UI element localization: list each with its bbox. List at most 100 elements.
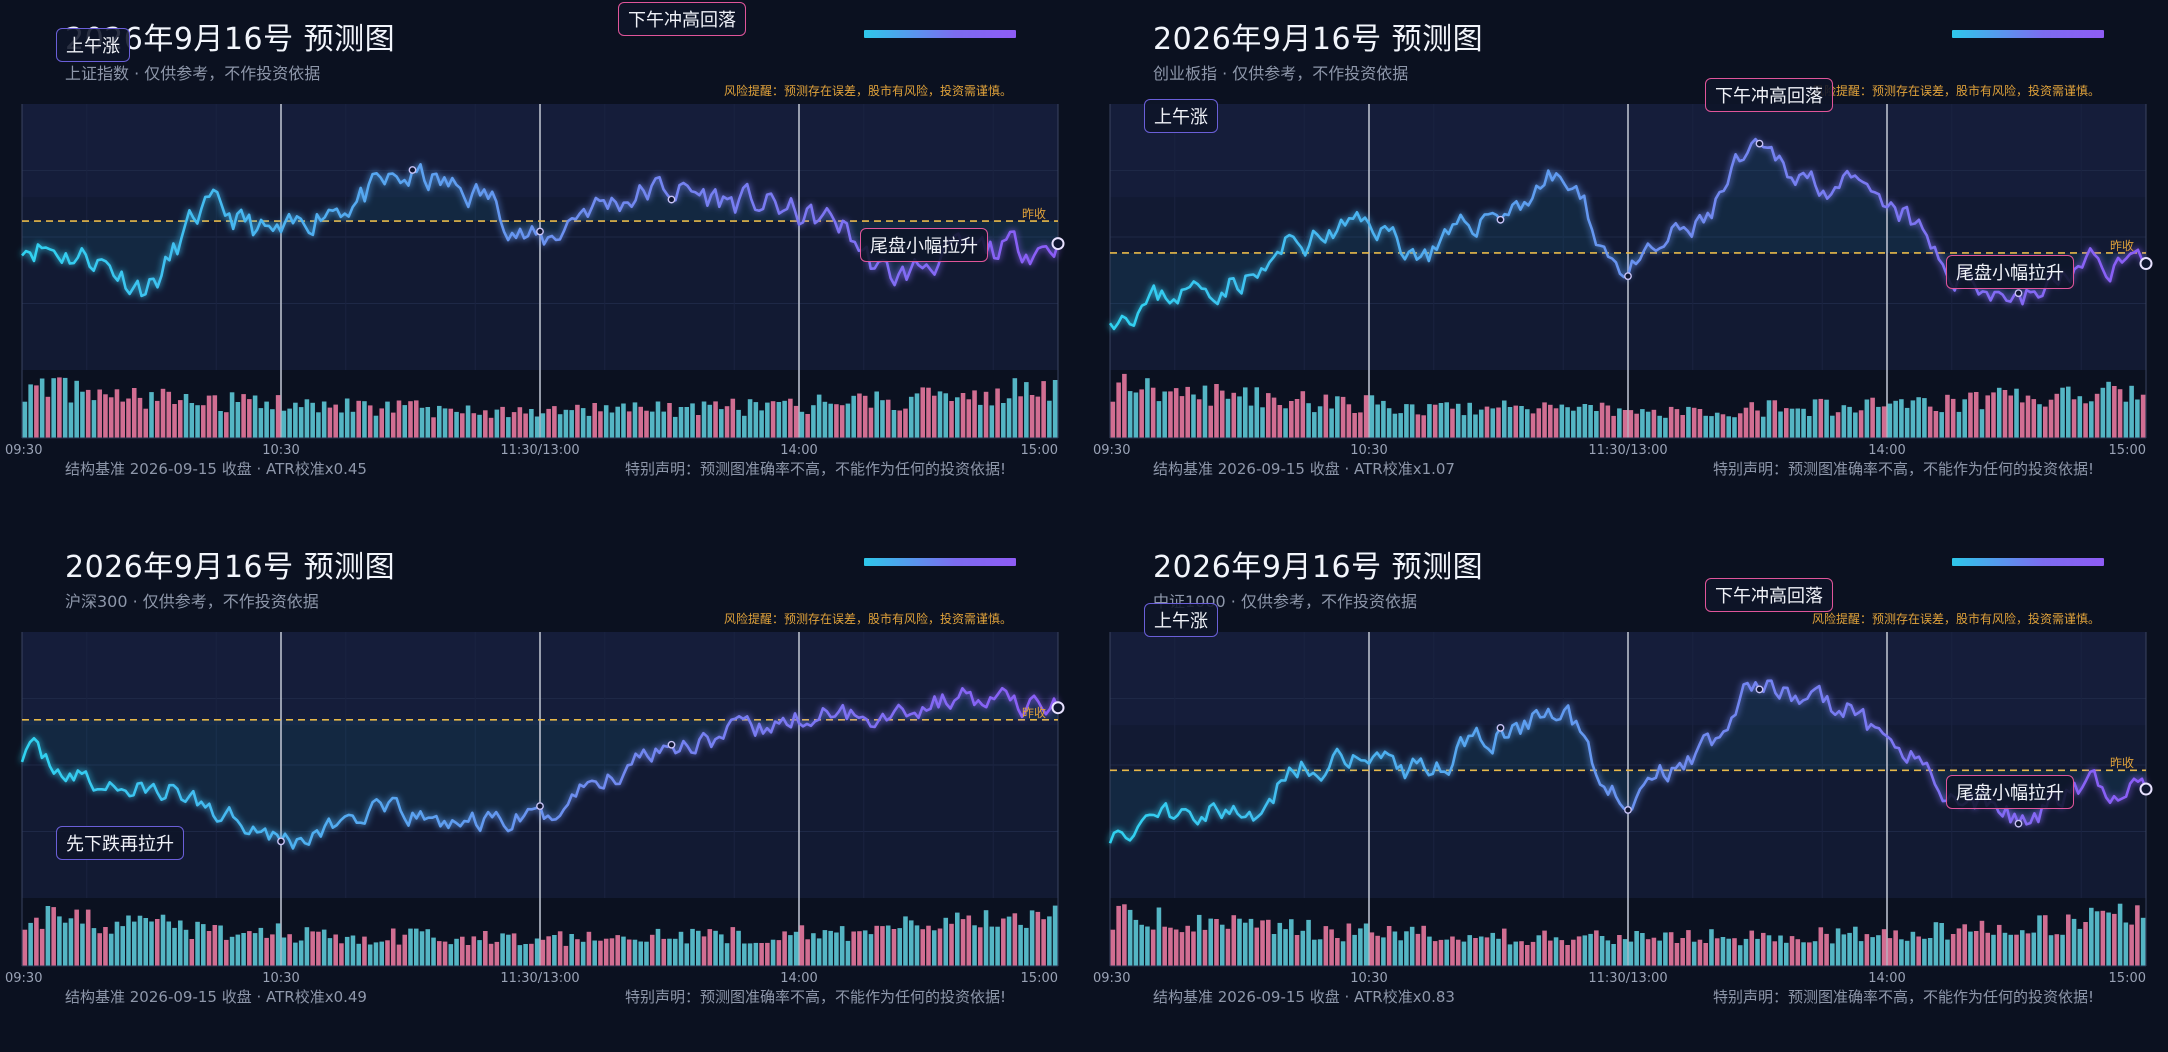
volume-bar	[1922, 938, 1927, 966]
volume-bar	[661, 411, 667, 438]
volume-bar	[201, 924, 206, 966]
volume-bar	[298, 940, 304, 966]
volume-bar	[431, 937, 436, 966]
volume-bar	[949, 401, 954, 438]
volume-bar	[2054, 393, 2060, 438]
volume-bar	[897, 928, 902, 966]
volume-bar	[557, 414, 563, 438]
volume-bar	[1168, 391, 1173, 438]
volume-bar	[1605, 405, 1611, 438]
volume-bar	[1052, 380, 1058, 438]
volume-bar	[373, 942, 379, 966]
volume-bar	[454, 411, 459, 438]
volume-bar	[143, 918, 149, 966]
volume-bar	[684, 943, 690, 966]
volume-bar	[1853, 926, 1858, 966]
volume-bar	[252, 933, 258, 966]
volume-bar	[1611, 415, 1616, 438]
volume-bar	[45, 396, 51, 438]
volume-bar	[672, 938, 678, 966]
volume-bar	[1289, 919, 1294, 966]
volume-bar	[753, 402, 759, 438]
volume-bar	[926, 387, 931, 438]
annotation-label: 尾盘小幅拉升	[860, 228, 988, 262]
volume-bar	[241, 394, 246, 438]
volume-bar	[1317, 406, 1323, 438]
volume-bar	[1427, 936, 1432, 966]
volume-bar	[1807, 942, 1812, 966]
x-tick-label: 14:00	[780, 971, 818, 986]
volume-bar	[2100, 387, 2106, 438]
volume-bar	[218, 411, 223, 438]
volume-bar	[1139, 389, 1144, 438]
volume-bar	[494, 941, 500, 966]
volume-bar	[1899, 939, 1904, 966]
volume-bar	[460, 413, 465, 438]
volume-bar	[1824, 933, 1829, 966]
volume-bar	[1818, 927, 1824, 966]
volume-bar	[1127, 909, 1133, 966]
volume-bar	[1559, 404, 1565, 438]
volume-bar	[1950, 398, 1956, 438]
volume-bar	[1202, 929, 1208, 966]
volume-bar	[2106, 381, 2111, 438]
volume-bar	[920, 929, 926, 966]
volume-bar	[1962, 924, 1967, 966]
volume-bar	[1945, 394, 1950, 438]
volume-bar	[1766, 935, 1772, 966]
volume-bar	[1720, 414, 1726, 438]
volume-bar	[690, 928, 695, 966]
volume-bar	[1237, 396, 1242, 438]
volume-bar	[2008, 395, 2014, 438]
volume-bar	[362, 401, 367, 438]
volume-bar	[621, 403, 626, 438]
volume-bar	[1588, 405, 1593, 438]
volume-bar	[500, 933, 505, 966]
volume-bar	[563, 409, 569, 438]
volume-bar	[1219, 924, 1225, 966]
volume-bar	[1772, 941, 1778, 966]
volume-bar	[2002, 932, 2008, 966]
chart-svg	[20, 632, 1065, 967]
volume-bar	[1478, 936, 1484, 966]
volume-bar	[793, 931, 799, 966]
volume-bar	[1772, 400, 1778, 438]
volume-bar	[1381, 937, 1386, 966]
volume-bar	[2048, 935, 2054, 966]
volume-bar	[908, 920, 914, 966]
volume-bar	[1985, 395, 1990, 438]
volume-bar	[701, 936, 707, 966]
volume-bar	[1052, 905, 1058, 966]
x-tick-label: 10:30	[262, 443, 300, 458]
volume-bar	[28, 384, 33, 438]
volume-bar	[1801, 942, 1806, 966]
volume-bar	[1801, 408, 1806, 438]
volume-bar	[776, 940, 782, 966]
volume-bar	[1438, 403, 1444, 438]
volume-bar	[1490, 932, 1496, 966]
volume-bar	[1680, 415, 1685, 438]
volume-bar	[339, 412, 344, 438]
volume-bar	[1398, 413, 1403, 438]
volume-bar	[2025, 395, 2031, 438]
volume-bar	[108, 397, 114, 438]
volume-bar	[644, 941, 649, 966]
volume-bar	[1991, 392, 1996, 438]
point-marker	[667, 195, 676, 204]
volume-bar	[995, 926, 1000, 966]
volume-bar	[742, 415, 747, 438]
volume-bar	[1939, 923, 1944, 966]
volume-bar	[419, 931, 425, 966]
volume-bar	[1651, 409, 1657, 438]
point-marker	[2139, 257, 2153, 271]
volume-bar	[483, 931, 488, 966]
volume-bar	[851, 395, 856, 438]
volume-bar	[862, 930, 868, 966]
volume-bar	[811, 933, 816, 966]
volume-bar	[1674, 409, 1680, 438]
volume-bar	[857, 393, 862, 438]
volume-bar	[1306, 403, 1311, 438]
x-tick-label: 14:00	[780, 443, 818, 458]
volume-bar	[298, 407, 304, 438]
volume-bar	[1789, 936, 1795, 966]
